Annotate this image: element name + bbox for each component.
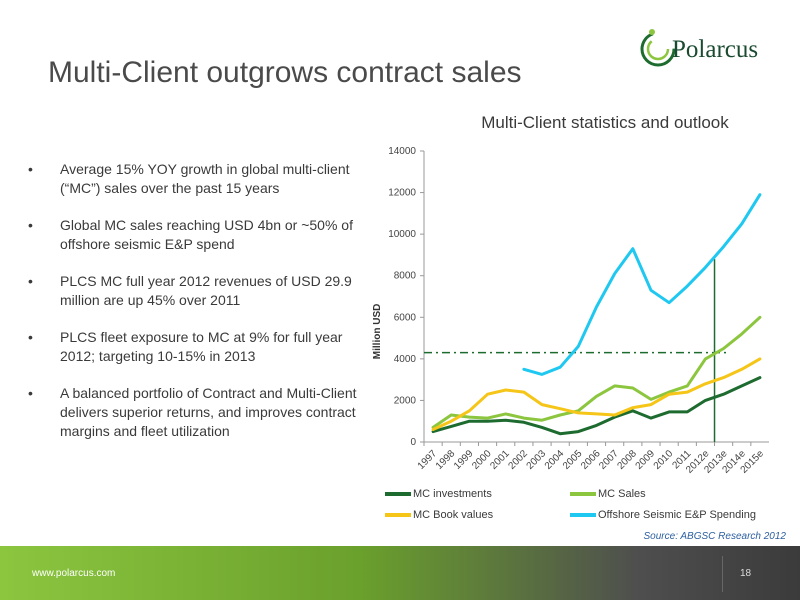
y-axis-label: Million USD xyxy=(372,304,383,360)
y-tick-label: 2000 xyxy=(394,395,417,406)
legend-label: MC investments xyxy=(413,488,492,500)
x-tick-label: 2009 xyxy=(634,448,658,472)
y-tick-label: 0 xyxy=(410,437,416,448)
x-tick-label: 2001 xyxy=(488,448,512,472)
polarcus-logo-icon xyxy=(640,29,676,67)
slide-title: Multi-Client outgrows contract sales xyxy=(48,56,522,89)
series-line-0 xyxy=(431,376,762,436)
legend-item-mc-sales: MC Sales xyxy=(570,488,646,500)
legend-swatch xyxy=(385,513,411,517)
bullet-list: Average 15% YOY growth in global multi-c… xyxy=(28,160,358,459)
bullet-item: A balanced portfolio of Contract and Mul… xyxy=(28,384,358,441)
footer-divider xyxy=(722,556,723,592)
bullet-item: PLCS MC full year 2012 revenues of USD 2… xyxy=(28,272,358,310)
x-tick-label: 2002 xyxy=(506,448,530,472)
legend-item-mc-investments: MC investments xyxy=(385,488,492,500)
line-chart: 0 2000 4000 6000 8000 10000 12000 14000 Million … xyxy=(372,146,769,476)
legend-item-mc-book-values: MC Book values xyxy=(385,509,493,521)
logo-wordmark: Polarcus xyxy=(672,36,759,63)
y-tick-label: 4000 xyxy=(394,354,417,365)
x-tick-label: 2004 xyxy=(543,448,567,472)
x-tick-label: 2010 xyxy=(652,448,676,472)
x-tick-label: 1998 xyxy=(434,448,458,472)
x-tick-label: 2005 xyxy=(561,448,585,472)
bullet-item: PLCS fleet exposure to MC at 9% for full… xyxy=(28,328,358,366)
footer-bar: www.polarcus.com 18 xyxy=(0,546,800,600)
y-tick-label: 10000 xyxy=(388,229,416,240)
page-number: 18 xyxy=(740,568,752,579)
series-line-2 xyxy=(431,357,762,431)
x-tick-label: 1997 xyxy=(416,448,440,472)
legend-swatch xyxy=(570,492,596,496)
y-tick-label: 8000 xyxy=(394,271,417,282)
x-tick-label: 1999 xyxy=(452,448,476,472)
bullet-item: Global MC sales reaching USD 4bn or ~50%… xyxy=(28,216,358,254)
series-line-3 xyxy=(522,193,762,376)
y-tick-label: 12000 xyxy=(388,188,416,199)
x-tick-label: 2007 xyxy=(597,448,621,472)
legend-item-offshore-spending: Offshore Seismic E&P Spending xyxy=(570,509,756,521)
legend-label: MC Sales xyxy=(598,488,646,500)
source-note: Source: ABGSC Research 2012 xyxy=(643,531,786,542)
y-tick-label: 14000 xyxy=(388,146,416,157)
legend-swatch xyxy=(570,513,596,517)
x-tick-label: 2008 xyxy=(615,448,639,472)
bullet-item: Average 15% YOY growth in global multi-c… xyxy=(28,160,358,198)
x-tick-label: 2000 xyxy=(470,448,494,472)
legend-label: MC Book values xyxy=(413,509,494,521)
chart-title: Multi-Client statistics and outlook xyxy=(481,113,729,132)
legend-swatch xyxy=(385,492,411,496)
x-tick-label: 2006 xyxy=(579,448,603,472)
series-line-1 xyxy=(431,315,762,429)
footer-url: www.polarcus.com xyxy=(32,568,116,579)
y-tick-label: 6000 xyxy=(394,312,417,323)
x-tick-label: 2003 xyxy=(525,448,549,472)
legend-label: Offshore Seismic E&P Spending xyxy=(598,509,756,521)
